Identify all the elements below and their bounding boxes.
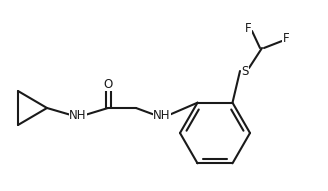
Text: NH: NH: [153, 108, 171, 121]
Text: S: S: [241, 65, 249, 78]
Text: F: F: [283, 32, 289, 45]
Text: F: F: [245, 22, 251, 35]
Text: O: O: [103, 78, 113, 91]
Text: NH: NH: [69, 108, 87, 121]
